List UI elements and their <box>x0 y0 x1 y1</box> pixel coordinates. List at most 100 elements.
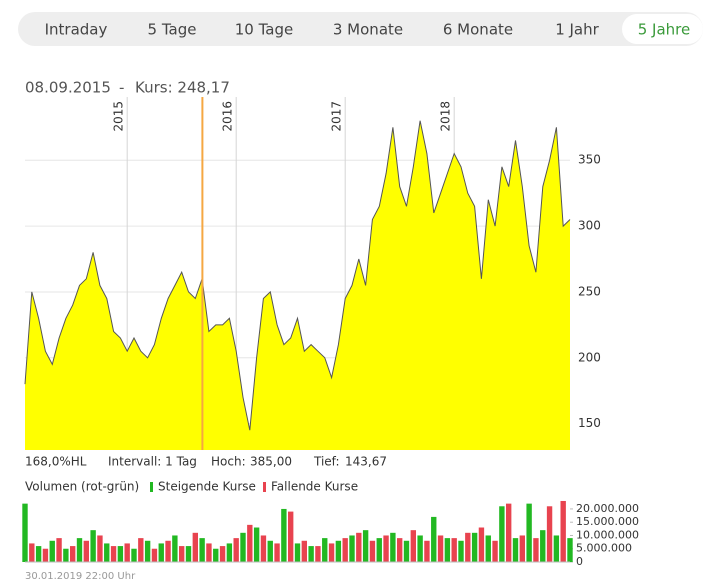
volume-bar <box>519 535 526 562</box>
volume-bar <box>560 500 566 562</box>
y-tick-label: 10.000.000 <box>576 528 639 541</box>
volume-bar <box>322 538 328 562</box>
volume-bar <box>444 538 451 562</box>
price-area <box>25 120 570 450</box>
volume-bar <box>287 511 294 562</box>
volume-bar <box>424 540 430 562</box>
legend-swatch <box>263 482 266 492</box>
tab[interactable]: 5 Tage <box>148 21 197 39</box>
x-tick-label: 2016 <box>221 101 235 132</box>
volume-bar <box>267 540 273 562</box>
timestamp: 30.01.2019 22:00 Uhr <box>25 571 136 582</box>
legend-label: Fallende Kurse <box>271 480 358 494</box>
volume-bar <box>56 538 62 562</box>
volume-bar <box>458 540 464 562</box>
volume-bar <box>390 532 396 562</box>
tab[interactable]: 5 Jahre <box>638 21 691 39</box>
volume-bar <box>260 535 267 562</box>
volume-bar <box>417 535 423 562</box>
volume-bar <box>308 546 314 562</box>
volume-bar <box>178 546 185 562</box>
volume-bar <box>233 538 239 562</box>
tab[interactable]: 10 Tage <box>235 21 293 39</box>
header-date: 08.09.2015 <box>25 79 111 97</box>
volume-bar <box>349 535 355 562</box>
volume-bar <box>553 535 560 562</box>
volume-bar <box>117 546 124 562</box>
stat-high: 385,00 <box>250 455 292 469</box>
volume-bar <box>240 532 246 562</box>
stat-range: 168,0%HL <box>25 455 87 469</box>
y-tick-label: 300 <box>578 219 601 233</box>
volume-bar <box>199 538 205 562</box>
tab[interactable]: 3 Monate <box>333 21 403 39</box>
y-tick-label: 20.000.000 <box>576 502 639 515</box>
volume-bar <box>315 546 321 562</box>
volume-bar <box>437 535 444 562</box>
tab[interactable]: Intraday <box>45 21 108 39</box>
stat-low-label: Tief: <box>313 455 340 469</box>
volume-bar <box>42 548 49 562</box>
tab-bar <box>18 12 703 46</box>
volume-bar <box>138 538 144 562</box>
volume-bar <box>546 506 553 562</box>
volume-bar <box>301 540 308 562</box>
y-tick-label: 0 <box>576 555 583 568</box>
volume-bar <box>403 540 410 562</box>
volume-bar <box>335 540 342 562</box>
volume-bar <box>471 532 478 562</box>
volume-bar <box>165 540 171 562</box>
tab-active-bg <box>622 14 703 44</box>
volume-bar <box>328 543 335 562</box>
volume-bar <box>492 540 498 562</box>
volume-bar <box>274 543 280 562</box>
y-tick-label: 15.000.000 <box>576 515 639 528</box>
volume-bar <box>22 503 28 562</box>
volume-bar <box>485 535 491 562</box>
x-tick-label: 2018 <box>439 101 453 132</box>
volume-bar <box>158 543 164 562</box>
volume-bar <box>376 538 382 562</box>
volume-bar <box>90 530 96 562</box>
volume-bar <box>396 538 403 562</box>
stat-low: 143,67 <box>345 455 387 469</box>
volume-bar <box>83 540 90 562</box>
y-tick-label: 350 <box>578 153 601 167</box>
volume-bar <box>567 538 573 562</box>
tab[interactable]: 1 Jahr <box>555 21 599 39</box>
volume-bar <box>410 530 417 562</box>
volume-bar <box>505 503 512 562</box>
volume-bar <box>512 538 519 562</box>
volume-bar <box>213 548 219 562</box>
header-separator: - <box>119 79 124 97</box>
volume-bar <box>247 524 253 562</box>
stat-interval: Intervall: 1 Tag <box>108 455 197 469</box>
volume-bar <box>226 543 233 562</box>
volume-bar <box>131 548 137 562</box>
volume-bar <box>172 535 178 562</box>
y-tick-label: 200 <box>578 350 601 364</box>
legend-swatch <box>150 482 153 492</box>
volume-bar <box>49 540 55 562</box>
volume-bar <box>533 538 539 562</box>
volume-bar <box>185 546 192 562</box>
volume-bar <box>342 538 348 562</box>
volume-bar <box>29 543 35 562</box>
tab[interactable]: 6 Monate <box>443 21 513 39</box>
volume-bar <box>540 530 546 562</box>
price-line <box>24 120 571 431</box>
volume-bar <box>253 527 260 562</box>
volume-bar <box>35 546 42 562</box>
volume-bar <box>219 546 226 562</box>
volume-bar <box>478 527 485 562</box>
volume-bar <box>97 535 103 562</box>
volume-bar <box>144 540 151 562</box>
volume-bar <box>281 508 287 562</box>
volume-bar <box>110 546 117 562</box>
legend-label: Steigende Kurse <box>158 480 256 494</box>
volume-bar <box>465 532 471 562</box>
volume-bar <box>63 548 69 562</box>
x-tick-label: 2015 <box>112 101 126 132</box>
